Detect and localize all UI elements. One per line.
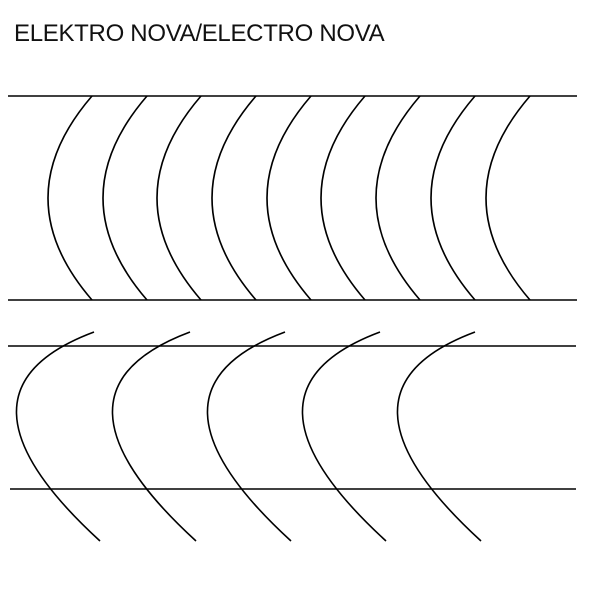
lower-arc xyxy=(301,331,387,542)
lower-arc xyxy=(15,331,101,542)
lower-arc xyxy=(111,331,197,542)
upper-arc xyxy=(320,95,366,301)
upper-arc xyxy=(102,95,148,301)
upper-band xyxy=(8,95,577,301)
upper-arc xyxy=(156,95,202,301)
upper-arc xyxy=(430,95,476,301)
upper-arc xyxy=(485,95,531,301)
upper-arc xyxy=(266,95,312,301)
lower-band xyxy=(8,331,576,542)
upper-arc xyxy=(47,95,93,301)
upper-arc xyxy=(211,95,257,301)
lower-arc xyxy=(396,331,482,542)
lower-arc xyxy=(206,331,292,542)
album-title: ELEKTRO NOVA/ELECTRO NOVA xyxy=(14,20,385,47)
upper-arc xyxy=(375,95,421,301)
